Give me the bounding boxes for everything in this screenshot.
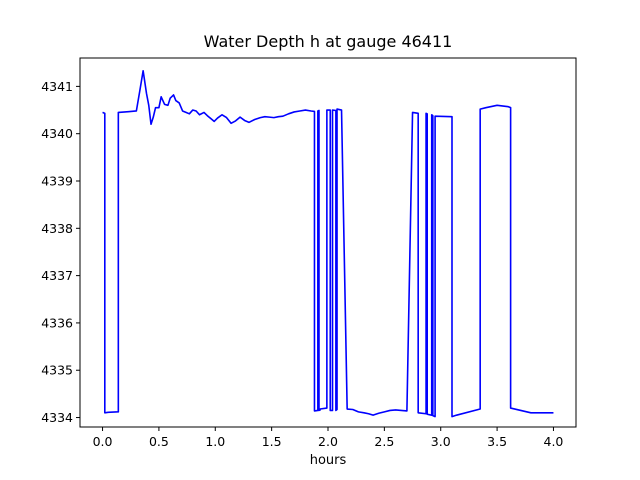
x-tick-label: 2.5 bbox=[374, 434, 394, 449]
chart-title: Water Depth h at gauge 46411 bbox=[203, 32, 453, 51]
x-tick-label: 3.5 bbox=[487, 434, 507, 449]
y-tick-label: 4335 bbox=[41, 363, 73, 378]
y-tick-label: 4339 bbox=[41, 174, 73, 189]
y-tick-label: 4334 bbox=[41, 410, 73, 425]
y-tick-label: 4337 bbox=[41, 268, 73, 283]
x-tick-label: 0.5 bbox=[149, 434, 169, 449]
x-tick-label: 1.5 bbox=[262, 434, 282, 449]
x-tick-label: 3.0 bbox=[431, 434, 451, 449]
x-tick-label: 4.0 bbox=[544, 434, 564, 449]
y-tick-label: 4341 bbox=[41, 79, 73, 94]
x-tick-label: 1.0 bbox=[205, 434, 225, 449]
y-tick-label: 4340 bbox=[41, 126, 73, 141]
y-tick-label: 4338 bbox=[41, 221, 73, 236]
x-axis-label: hours bbox=[309, 453, 347, 468]
x-tick-label: 2.0 bbox=[318, 434, 338, 449]
x-tick-label: 0.0 bbox=[93, 434, 113, 449]
y-tick-label: 4336 bbox=[41, 315, 73, 330]
series-line-0 bbox=[102, 69, 554, 418]
